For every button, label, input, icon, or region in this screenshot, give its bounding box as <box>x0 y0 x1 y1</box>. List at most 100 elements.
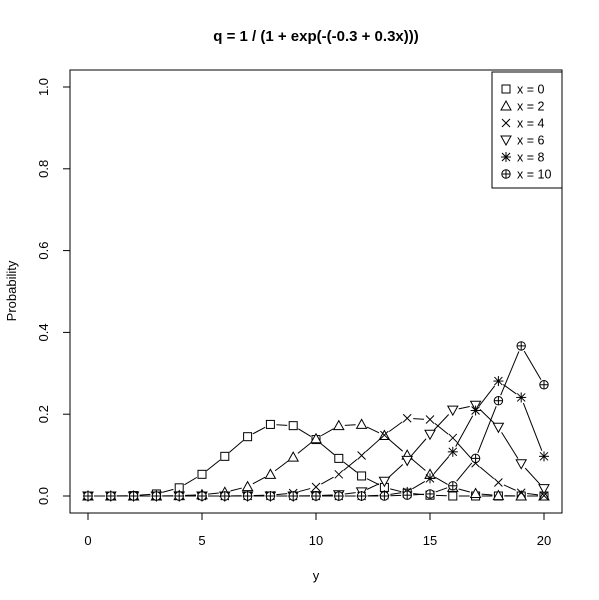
series-segment <box>524 467 541 485</box>
data-point <box>424 429 436 441</box>
series-segment <box>458 405 470 410</box>
data-point <box>334 469 344 479</box>
data-point <box>515 459 528 470</box>
marker-square <box>265 419 275 429</box>
series-segment <box>413 493 425 496</box>
data-point <box>288 491 298 501</box>
data-point <box>356 491 367 501</box>
series-segment <box>479 409 495 424</box>
series-segment <box>481 493 493 496</box>
y-tick-label: 0.8 <box>36 160 51 178</box>
marker-square <box>197 469 207 479</box>
data-point <box>446 405 459 417</box>
series-segment <box>320 442 335 455</box>
marker-cross-b <box>357 451 366 460</box>
data-point <box>128 491 139 501</box>
marker-square <box>220 451 230 461</box>
series-segment <box>433 456 450 475</box>
y-tick-label: 0.6 <box>36 242 51 260</box>
marker-triangle-down <box>446 405 459 417</box>
x-tick-label: 20 <box>537 533 551 548</box>
data-point <box>288 421 298 431</box>
data-point <box>425 473 435 484</box>
data-point <box>493 396 504 406</box>
series-segment <box>388 464 404 478</box>
data-point <box>357 471 367 481</box>
marker-triangle-down <box>378 476 391 488</box>
data-point <box>151 491 162 501</box>
series-segment <box>320 428 334 437</box>
marker-cross-b <box>501 118 511 128</box>
marker-cross-b <box>494 478 503 487</box>
legend-label: x = 10 <box>517 168 551 182</box>
data-point <box>242 491 253 501</box>
marker-triangle-down <box>500 135 512 147</box>
data-point <box>425 489 435 499</box>
series-segment <box>366 478 380 486</box>
data-point <box>448 491 458 501</box>
data-point <box>516 392 527 403</box>
series-segment <box>366 483 380 490</box>
series-segment <box>434 476 448 485</box>
legend-label: x = 6 <box>517 134 544 148</box>
data-point <box>516 341 526 351</box>
x-tick-label: 5 <box>198 533 205 548</box>
series-segment <box>344 424 356 426</box>
data-point <box>265 419 275 429</box>
data-point <box>470 453 481 464</box>
x-tick-label: 10 <box>309 533 323 548</box>
legend-marker <box>501 152 511 162</box>
data-point <box>538 484 550 495</box>
series-segment <box>276 493 288 496</box>
marker-square <box>334 453 344 463</box>
series-points <box>82 341 550 503</box>
series-segment <box>184 476 198 486</box>
series-segment <box>252 426 266 435</box>
marker-cross-b <box>334 469 344 479</box>
data-point <box>197 491 207 501</box>
series-segment <box>455 415 474 447</box>
data-point <box>516 488 526 498</box>
data-point <box>197 469 207 479</box>
series-segment <box>207 492 219 495</box>
legend: x = 0 x = 2 x = 4 x = 6 x = 8 x = 10 <box>491 71 563 189</box>
marker-square <box>448 491 458 501</box>
series-segment <box>297 442 312 454</box>
series-segment <box>523 350 542 380</box>
legend-marker <box>500 99 512 111</box>
series-segment <box>458 488 470 493</box>
series-segment <box>411 458 426 471</box>
data-point <box>402 490 412 500</box>
x-tick-label: 15 <box>423 533 437 548</box>
data-point <box>355 418 368 429</box>
series-segment <box>477 406 497 453</box>
data-point <box>401 455 414 467</box>
data-point <box>310 432 322 444</box>
y-tick-label: 0.0 <box>36 487 51 505</box>
series-segment <box>366 426 380 434</box>
data-point <box>332 419 345 431</box>
y-axis-label: Probability <box>4 260 19 321</box>
data-point <box>265 491 276 501</box>
marker-triangle-up <box>264 468 277 479</box>
marker-triangle-up <box>332 419 345 431</box>
series-segment <box>388 439 403 452</box>
marker-triangle-up <box>310 432 322 444</box>
series-segment <box>298 428 312 437</box>
series-segment <box>229 440 244 453</box>
series-segment <box>502 384 517 395</box>
data-point <box>378 476 391 488</box>
series-segment <box>252 476 266 485</box>
legend-label: x = 8 <box>517 151 544 165</box>
data-point <box>334 453 344 463</box>
series-segment <box>206 459 221 471</box>
data-point <box>492 489 505 501</box>
series-segment <box>298 488 311 493</box>
data-point <box>379 491 390 501</box>
marker-triangle-up <box>355 418 368 429</box>
data-point <box>402 413 412 423</box>
data-point <box>469 487 482 499</box>
series-segment <box>433 414 450 431</box>
legend-label: x = 0 <box>517 83 544 97</box>
marker-square <box>357 471 367 481</box>
